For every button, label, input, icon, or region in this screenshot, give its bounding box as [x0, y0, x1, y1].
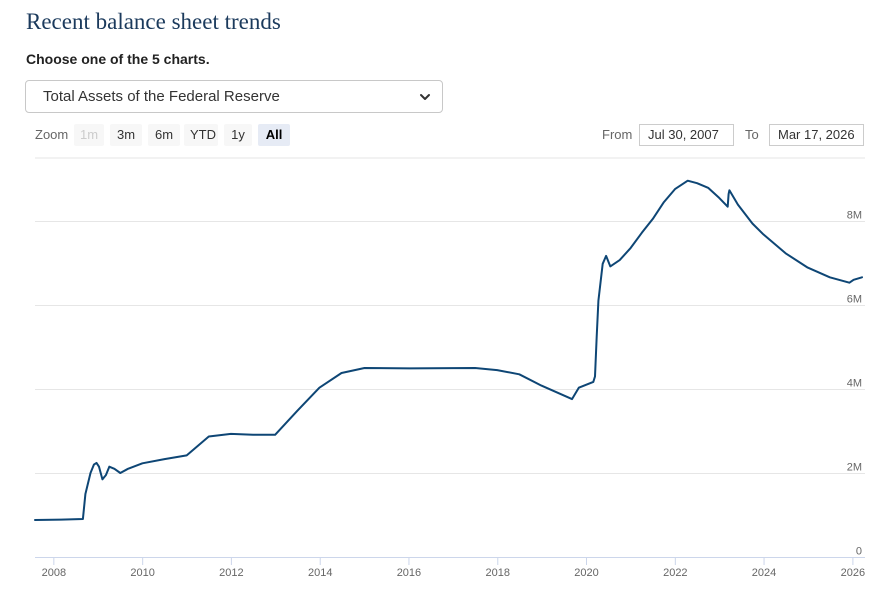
- page-title: Recent balance sheet trends: [26, 9, 281, 34]
- chevron-down-icon: [420, 93, 430, 100]
- zoom-label: Zoom: [35, 127, 69, 142]
- y-tick-label: 6M: [847, 294, 862, 306]
- series-line-0[interactable]: [34, 179, 863, 521]
- y-tick-label: 4M: [847, 378, 862, 390]
- zoom-ytd-button[interactable]: YTD: [184, 124, 218, 146]
- x-tick-label: 2016: [397, 567, 421, 579]
- zoom-1y-button[interactable]: 1y: [224, 124, 252, 146]
- zoom-1m-button[interactable]: 1m: [74, 124, 104, 146]
- chart-chooser-label: Choose one of the 5 charts.: [26, 51, 210, 67]
- range-to-label: To: [745, 127, 759, 142]
- y-tick-label: 8M: [847, 210, 862, 222]
- chart-select-dropdown[interactable]: Total Assets of the Federal Reserve: [25, 80, 443, 113]
- range-to-input[interactable]: Mar 17, 2026: [769, 124, 864, 146]
- range-from-label: From: [602, 127, 633, 142]
- zoom-3m-button[interactable]: 3m: [110, 124, 142, 146]
- x-tick-label: 2008: [42, 567, 66, 579]
- x-tick-label: 2018: [486, 567, 510, 579]
- y-tick-label: 0: [856, 546, 862, 558]
- x-tick-label: 2024: [752, 567, 776, 579]
- chart-select-value: Total Assets of the Federal Reserve: [43, 88, 280, 105]
- range-from-input[interactable]: Jul 30, 2007: [639, 124, 734, 146]
- zoom-all-button[interactable]: All: [258, 124, 290, 146]
- zoom-6m-button[interactable]: 6m: [148, 124, 180, 146]
- x-tick-label: 2012: [219, 567, 243, 579]
- x-tick-label: 2010: [130, 567, 154, 579]
- x-tick-label: 2022: [663, 567, 687, 579]
- y-tick-label: 2M: [847, 462, 862, 474]
- x-tick-label: 2026: [841, 567, 865, 579]
- x-tick-label: 2014: [308, 567, 332, 579]
- x-tick-label: 2020: [574, 567, 598, 579]
